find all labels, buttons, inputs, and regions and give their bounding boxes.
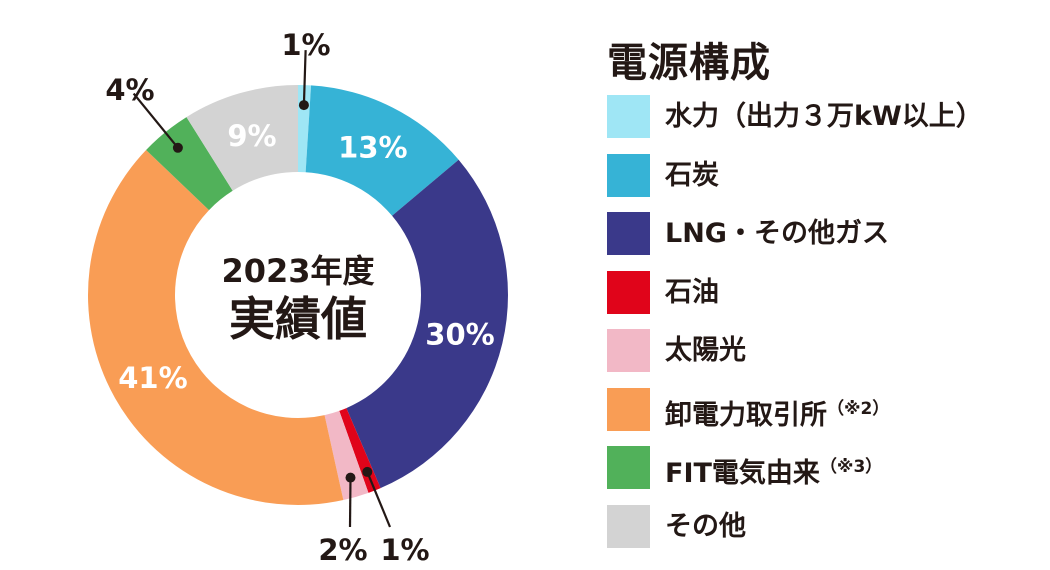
legend-label: 卸電力取引所（※2）: [665, 388, 889, 431]
legend-label: 太陽光: [665, 329, 746, 372]
legend-note: （※2）: [827, 398, 890, 419]
legend-label: 石油: [665, 271, 719, 314]
legend-name: 太陽光: [665, 335, 746, 366]
slice-4-leader-line: [366, 471, 392, 528]
legend-name: 石油: [665, 276, 719, 308]
slice-3-arc: [346, 159, 508, 489]
slice-7-leader-dot: [172, 142, 183, 153]
slice-1-leader-dot: [298, 100, 309, 111]
legend-name: 水力: [665, 101, 719, 132]
slice-7-arc: [146, 117, 233, 211]
slice-8-value-label: 9%: [227, 119, 276, 153]
slice-6-arc: [88, 150, 344, 506]
slice-4-value-label: 1%: [380, 533, 429, 567]
legend-name: 石炭: [665, 159, 719, 191]
legend-label: FIT電気由来（※3）: [665, 446, 882, 489]
slice-3-value-label: 30%: [425, 317, 494, 351]
slice-2-value-label: 13%: [338, 130, 407, 164]
slice-8-arc: [186, 85, 298, 191]
legend-name: FIT電気由来: [665, 458, 820, 489]
legend-swatch: [607, 329, 650, 372]
slice-1-value-label: 1%: [281, 28, 330, 62]
slice-5-leader-dot: [345, 472, 356, 483]
legend-title: 電源構成: [607, 40, 771, 86]
center-label-title: 実績値: [229, 292, 367, 346]
legend-name: 卸電力取引所: [665, 399, 827, 431]
legend-note: （出力３万kW以上）: [719, 101, 983, 132]
legend-label: LNG・その他ガス: [665, 212, 889, 255]
slice-5-arc: [324, 410, 369, 501]
legend-swatch: [607, 446, 650, 489]
slice-2-arc: [305, 85, 459, 216]
slice-4-leader-dot: [362, 466, 373, 477]
center-label-year: 2023年度: [221, 252, 374, 290]
slice-7-value-label: 4%: [105, 73, 154, 107]
legend-label: その他: [665, 505, 746, 548]
legend-name: LNG・その他ガス: [665, 218, 889, 249]
donut-chart: 1% 13% 30% 1% 2% 41% 4% 9% 2023年度 実績値: [88, 28, 508, 567]
slice-7-leader-line: [132, 92, 179, 149]
legend-swatch: [607, 95, 650, 138]
legend-swatch: [607, 270, 650, 314]
legend-label: 水力（出力３万kW以上）: [665, 95, 983, 138]
legend-label: 石炭: [665, 154, 719, 197]
legend-swatch: [607, 153, 650, 197]
legend-swatch: [607, 504, 650, 548]
legend-name: その他: [665, 510, 746, 542]
slice-6-value-label: 41%: [118, 361, 187, 395]
slice-5-value-label: 2%: [318, 533, 367, 567]
legend-swatch: [607, 387, 650, 431]
slice-1-leader-line: [302, 50, 307, 106]
legend-swatch: [607, 212, 650, 255]
legend-note: （※3）: [819, 457, 883, 477]
